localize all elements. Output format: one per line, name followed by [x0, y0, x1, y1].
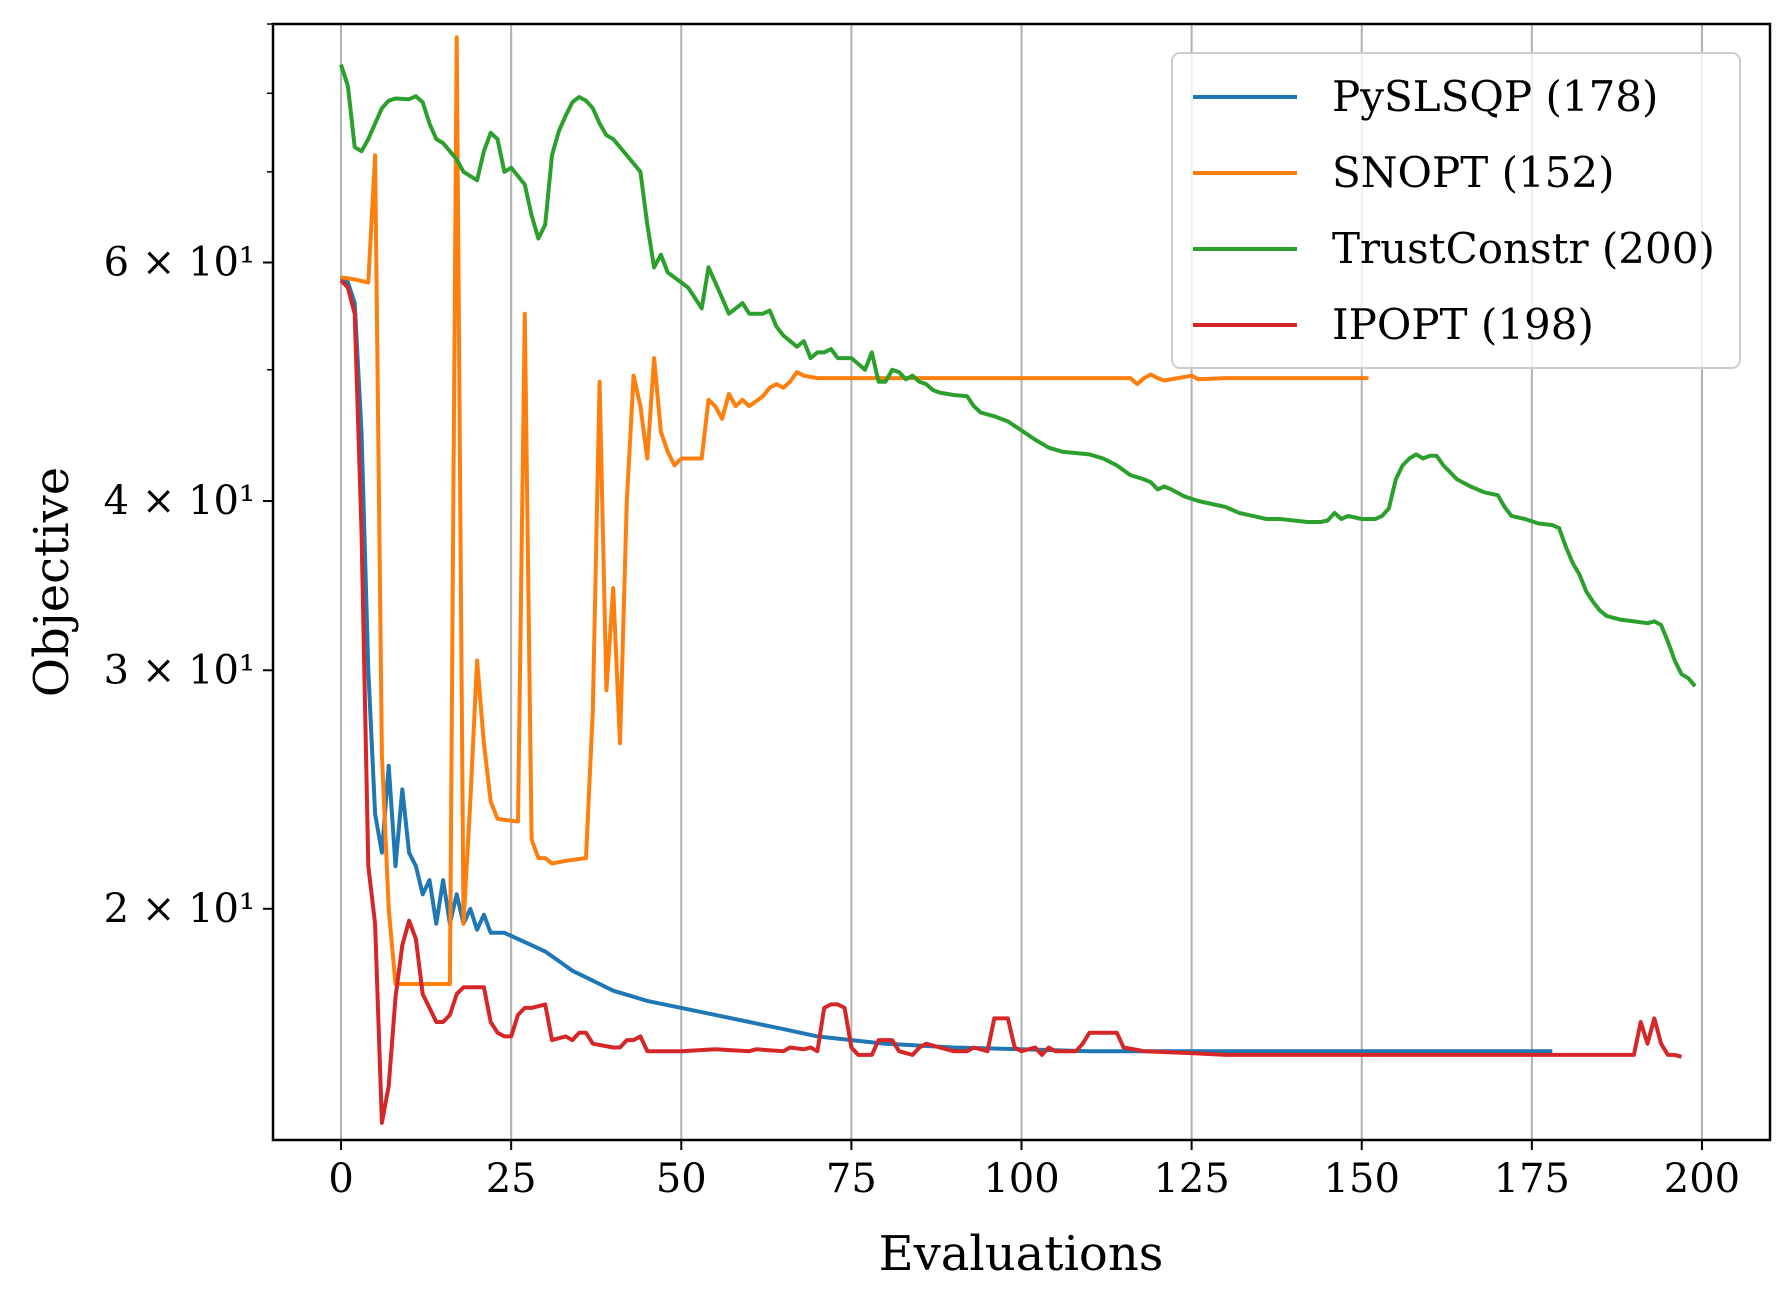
legend-entry-label: PySLSQP (178): [1332, 72, 1658, 121]
x-tick-label: 175: [1494, 1156, 1570, 1202]
x-tick-label: 100: [983, 1156, 1059, 1202]
series-line-4: [339, 279, 1683, 1125]
series-lines: [339, 35, 1697, 1125]
legend-entry-label: SNOPT (152): [1332, 148, 1615, 197]
x-tick-label: 150: [1324, 1156, 1400, 1202]
series-line-3: [339, 63, 1697, 688]
x-tick-label: 200: [1664, 1156, 1740, 1202]
x-tick-label: 25: [486, 1156, 537, 1202]
legend-box: [1171, 52, 1741, 369]
x-axis-ticks: 0 25 50 75 100 125 150 175 200: [328, 1140, 1740, 1202]
x-tick-label: 0: [328, 1156, 353, 1202]
legend-entry-label: IPOPT (198): [1332, 300, 1594, 349]
x-tick-label: 75: [826, 1156, 877, 1202]
legend-entry-label: TrustConstr (200): [1332, 224, 1715, 273]
series-line-1: [339, 275, 1553, 1054]
y-tick-label: 4 × 10¹: [104, 478, 255, 524]
x-tick-label: 125: [1153, 1156, 1229, 1202]
y-tick-label: 2 × 10¹: [104, 886, 255, 932]
y-axis-ticks: 2 × 10¹ 3 × 10¹ 4 × 10¹ 6 × 10¹: [104, 23, 273, 932]
series-line-2: [340, 35, 1369, 986]
x-tick-label: 50: [656, 1156, 707, 1202]
x-axis-label: Evaluations: [879, 1226, 1164, 1282]
y-tick-label: 6 × 10¹: [104, 240, 255, 286]
y-axis-label: Objective: [24, 467, 80, 697]
legend: PySLSQP (178) SNOPT (152) TrustConstr (200…: [1171, 52, 1741, 369]
y-tick-label: 3 × 10¹: [104, 647, 255, 693]
